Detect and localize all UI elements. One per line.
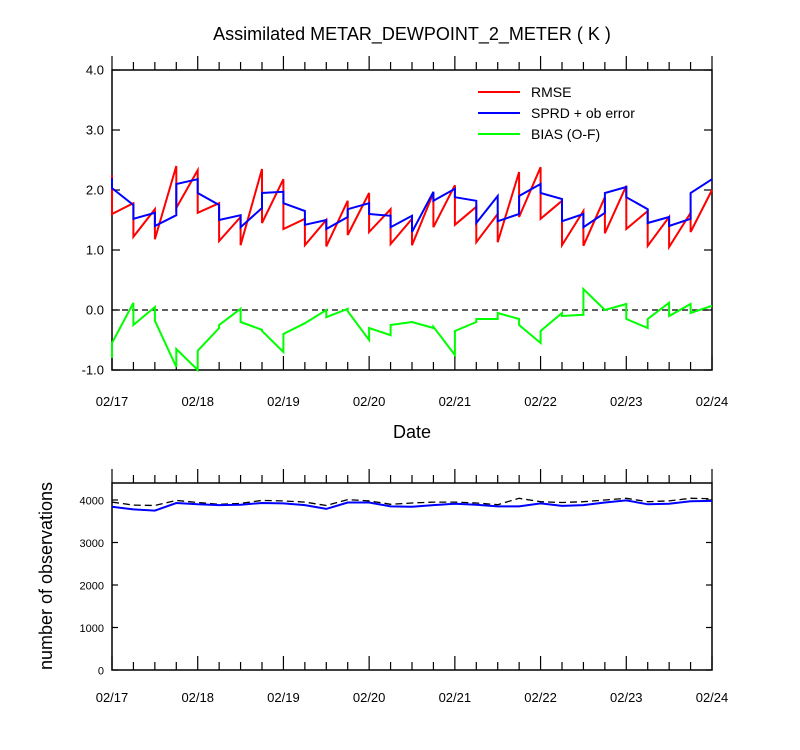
bottom-x-tick-label: 02/24: [696, 690, 729, 705]
bottom-x-tick-label: 02/19: [267, 690, 300, 705]
bottom-y-tick-label: 4000: [80, 496, 104, 508]
top-y-tick-label: 1.0: [86, 243, 104, 258]
rmse-line: [111, 165, 713, 251]
top-y-tick-label: 4.0: [86, 63, 104, 78]
top-y-tick-label: 2.0: [86, 183, 104, 198]
bias-o-f-line: [111, 286, 713, 373]
bottom-x-tick-label: 02/17: [96, 690, 129, 705]
top-x-axis-label: Date: [393, 422, 431, 442]
bottom-y-tick-label: 0: [98, 666, 104, 678]
top-x-tick-label: 02/20: [353, 394, 386, 409]
sprd-ob-error-line: [111, 177, 713, 233]
legend-label: BIAS (O-F): [531, 126, 600, 142]
bottom-y-tick-label: 3000: [80, 538, 104, 550]
top-plot: 02/17 02/18 02/19 02/20 02/21 02/22 02/23 02/24…: [82, 56, 729, 409]
top-x-tick-label: 02/18: [181, 394, 214, 409]
top-y-tick-label: 3.0: [86, 123, 104, 138]
legend-label: RMSE: [531, 84, 571, 100]
bottom-y-tick-label: 2000: [80, 581, 104, 593]
bottom-y-axis-label: number of observations: [36, 482, 56, 670]
bottom-x-tick-label: 02/20: [353, 690, 386, 705]
top-x-tick-label: 02/19: [267, 394, 300, 409]
bottom-y-tick-label: 1000: [80, 623, 104, 635]
chart-title: Assimilated METAR_DEWPOINT_2_METER ( K ): [213, 24, 611, 45]
bottom-x-tick-label: 02/23: [610, 690, 643, 705]
top-y-tick-label: 0.0: [86, 303, 104, 318]
top-x-tick-label: 02/22: [524, 394, 557, 409]
top-x-tick-label: 02/24: [696, 394, 729, 409]
legend: RMSE SPRD + ob error BIAS (O-F): [478, 84, 635, 142]
bottom-x-tick-label: 02/18: [181, 690, 214, 705]
top-x-tick-label: 02/17: [96, 394, 129, 409]
top-x-tick-label: 02/23: [610, 394, 643, 409]
bottom-x-tick-label: 02/21: [439, 690, 472, 705]
bottom-plot: 02/17 02/18 02/19 02/20 02/21 02/22 02/23 02/24…: [80, 469, 729, 705]
bottom-x-tick-label: 02/22: [524, 690, 557, 705]
top-y-tick-label: -1.0: [82, 363, 104, 378]
top-x-tick-label: 02/21: [439, 394, 472, 409]
bottom-series-0-line: [111, 497, 713, 507]
bottom-series-1-line: [111, 499, 713, 512]
legend-label: SPRD + ob error: [531, 105, 635, 121]
bottom-frame: [111, 482, 713, 671]
